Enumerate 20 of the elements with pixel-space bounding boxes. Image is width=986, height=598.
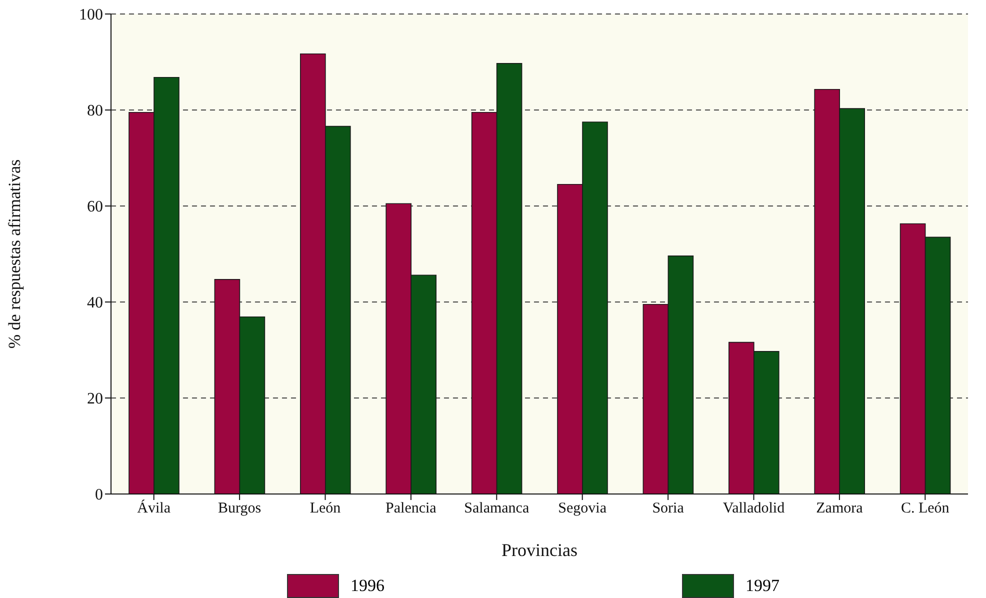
x-tick-label: Valladolid [722, 500, 786, 517]
y-axis-title: % de respuestas afirmativas [5, 159, 24, 349]
x-tick-label: Segovia [558, 500, 607, 517]
x-tick-label: León [310, 500, 342, 517]
y-tick-label: 60 [87, 198, 103, 216]
y-tick-label: 80 [87, 102, 103, 120]
x-tick-label: Burgos [218, 500, 262, 517]
legend-label: 1996 [350, 576, 384, 596]
x-tick-label: Palencia [386, 500, 437, 517]
y-tick-label: 20 [87, 390, 103, 408]
x-tick-label: Salamanca [464, 500, 530, 517]
legend-label: 1997 [746, 576, 780, 596]
y-tick-label: 0 [95, 486, 103, 504]
x-tick-label: C. León [900, 500, 950, 517]
y-tick-label: 40 [87, 294, 103, 312]
y-tick-label: 100 [79, 6, 103, 24]
x-tick-label: Ávila [137, 500, 171, 517]
x-tick-label: Soria [652, 500, 684, 517]
x-axis-title: Provincias [502, 540, 578, 560]
x-tick-label: Zamora [816, 500, 864, 517]
